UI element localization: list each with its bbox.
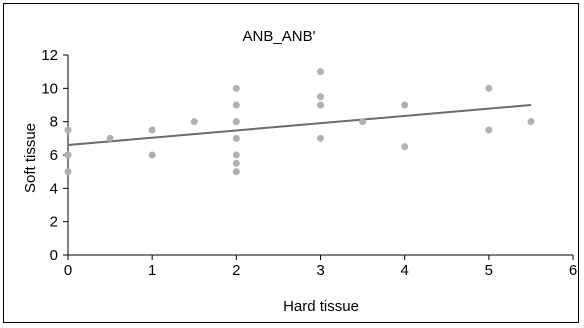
- y-axis-title: Soft tissue: [22, 123, 39, 193]
- data-point: [317, 68, 324, 76]
- trendline-group: [67, 104, 532, 146]
- x-tick-label: 6: [569, 262, 577, 279]
- data-point: [232, 134, 240, 142]
- data-point: [148, 151, 156, 159]
- y-tick-label: 6: [50, 147, 58, 164]
- data-points: [64, 68, 535, 176]
- data-point: [64, 126, 72, 134]
- y-tick-label: 10: [41, 80, 58, 97]
- chart-title: ANB_ANB': [243, 28, 316, 45]
- y-tick-label: 8: [50, 114, 58, 131]
- data-point: [232, 159, 240, 167]
- data-point: [232, 101, 240, 109]
- y-tick-label: 12: [41, 47, 58, 64]
- data-point: [317, 101, 324, 109]
- x-axis-title: Hard tissue: [283, 298, 359, 315]
- data-point: [401, 143, 409, 151]
- data-point: [64, 151, 72, 159]
- y-tick-label: 4: [50, 180, 58, 197]
- y-tick-label: 0: [50, 247, 58, 264]
- data-point: [232, 118, 240, 126]
- data-point: [190, 118, 198, 126]
- x-tick-label: 1: [148, 262, 156, 279]
- data-point: [485, 126, 493, 134]
- data-point: [359, 118, 367, 126]
- data-point: [232, 168, 240, 176]
- data-point: [485, 84, 493, 92]
- x-tick-label: 4: [400, 262, 408, 279]
- chart-frame: [3, 3, 579, 323]
- x-tick-label: 0: [64, 262, 72, 279]
- data-point: [401, 101, 409, 109]
- data-point: [317, 134, 324, 142]
- data-point: [64, 168, 72, 176]
- data-point: [232, 84, 240, 92]
- axes: [63, 54, 574, 260]
- data-point: [317, 93, 324, 101]
- x-tick-label: 3: [316, 262, 324, 279]
- trendline: [67, 104, 532, 146]
- data-point: [232, 151, 240, 159]
- y-tick-label: 2: [50, 214, 58, 231]
- x-tick-label: 2: [232, 262, 240, 279]
- data-point: [527, 118, 535, 126]
- x-tick-label: 5: [485, 262, 493, 279]
- data-point: [106, 134, 114, 142]
- data-point: [148, 126, 156, 134]
